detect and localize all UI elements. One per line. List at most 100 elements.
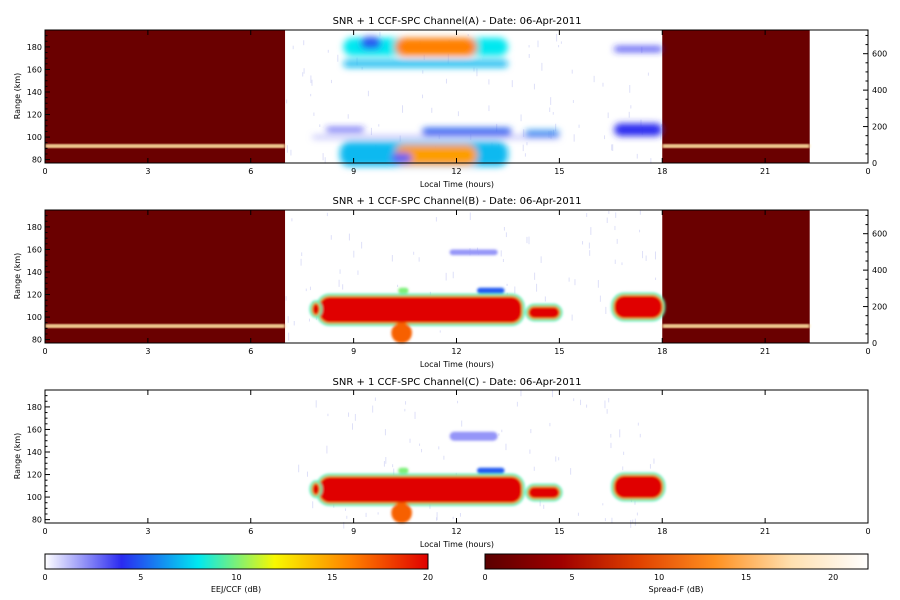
noise-mark: [650, 158, 652, 164]
colorbar-tick-label: 20: [828, 573, 838, 582]
noise-mark: [393, 468, 395, 476]
spread-f-block: [662, 210, 810, 343]
y-tick-label: 80: [32, 516, 42, 525]
noise-mark: [372, 405, 374, 413]
noise-mark: [383, 461, 385, 467]
noise-mark: [473, 67, 475, 72]
colorbar-tick-label: 15: [327, 573, 337, 582]
right-tick-label: 0: [872, 159, 877, 168]
noise-mark: [634, 518, 636, 526]
panel-b-title: SNR + 1 CCF-SPC Channel(B) - Date: 06-Ap…: [333, 196, 582, 207]
noise-mark: [622, 466, 624, 471]
noise-mark: [348, 233, 350, 241]
noise-mark: [505, 443, 507, 451]
noise-mark: [445, 272, 447, 281]
noise-mark: [423, 54, 425, 61]
eej-patch: [394, 37, 478, 56]
noise-mark: [630, 105, 632, 109]
noise-mark: [505, 232, 507, 238]
noise-mark: [313, 112, 315, 116]
noise-mark: [602, 503, 604, 506]
noise-mark: [488, 105, 490, 112]
colorbar-spread-f: 0 5 10 15 20 Spread-F (dB): [482, 553, 869, 594]
noise-mark: [520, 114, 522, 122]
noise-mark: [520, 390, 522, 397]
noise-mark: [377, 512, 379, 515]
noise-mark: [421, 448, 423, 453]
right-tick-label: 0: [872, 339, 877, 348]
noise-mark: [608, 210, 610, 214]
noise-mark: [586, 404, 588, 408]
y-tick-label: 140: [27, 268, 42, 277]
panel-c-xlabel: Local Time (hours): [420, 540, 494, 549]
x-tick-label: 21: [760, 167, 770, 176]
noise-mark: [528, 45, 530, 48]
noise-mark: [647, 72, 649, 76]
noise-mark: [580, 399, 582, 406]
y-tick-label: 180: [27, 43, 42, 52]
y-tick-label: 100: [27, 133, 42, 142]
noise-mark: [639, 229, 641, 233]
noise-mark: [405, 401, 407, 405]
panel-b-x-ticks: 0 3 6 9 12 15 18 21 0: [42, 210, 871, 356]
right-tick-label: 600: [872, 50, 887, 59]
noise-mark: [623, 451, 625, 455]
noise-mark: [599, 295, 601, 302]
noise-mark: [310, 75, 312, 84]
noise-mark: [327, 413, 329, 417]
noise-mark: [353, 250, 355, 258]
noise-mark: [436, 512, 438, 521]
eej-patch: [449, 431, 498, 441]
x-tick-label: 6: [248, 167, 253, 176]
noise-mark: [511, 80, 513, 88]
noise-mark: [573, 134, 575, 142]
x-tick-label: 0: [42, 167, 47, 176]
noise-mark: [615, 212, 617, 218]
y-tick-label: 120: [27, 291, 42, 300]
noise-mark: [524, 153, 526, 157]
noise-mark: [661, 124, 663, 127]
y-tick-label: 80: [32, 156, 42, 165]
noise-mark: [303, 40, 305, 46]
panel-c-plot: [45, 390, 868, 529]
noise-mark: [413, 251, 415, 255]
eej-patches: [309, 249, 666, 343]
noise-mark: [361, 241, 363, 249]
eej-patch: [312, 303, 320, 315]
noise-mark: [550, 97, 552, 105]
noise-mark: [501, 429, 503, 433]
noise-mark: [612, 144, 614, 151]
colorbar-eej-bar: [44, 553, 429, 570]
noise-mark: [522, 144, 524, 152]
noise-mark: [606, 409, 608, 414]
noise-mark: [551, 390, 553, 398]
y-tick-label: 180: [27, 223, 42, 232]
panel-c-title: SNR + 1 CCF-SPC Channel(C) - Date: 06-Ap…: [332, 377, 581, 388]
right-tick-label: 200: [872, 303, 887, 312]
noise-mark: [469, 212, 471, 221]
noise-mark: [419, 443, 421, 446]
eej-patch: [391, 502, 412, 523]
noise-mark: [655, 277, 657, 280]
spread-f-echo: [662, 144, 810, 149]
eej-patch: [422, 128, 512, 135]
noise-mark: [536, 283, 538, 292]
panel-b: SNR + 1 CCF-SPC Channel(B) - Date: 06-Ap…: [13, 196, 887, 369]
panel-c-y-ticks: 80 100 120 140 160 180: [27, 389, 50, 525]
eej-patch: [391, 322, 412, 343]
noise-mark: [348, 412, 350, 417]
colorbar-tick-label: 5: [569, 573, 574, 582]
x-tick-label: 18: [657, 527, 667, 536]
noise-mark: [639, 210, 641, 215]
noise-mark: [301, 252, 303, 256]
noise-mark: [330, 79, 332, 84]
noise-mark: [604, 400, 606, 409]
noise-mark: [306, 471, 308, 477]
eej-patch: [326, 128, 364, 132]
eej-patch: [525, 130, 560, 136]
noise-mark: [422, 70, 424, 74]
noise-mark: [308, 318, 310, 322]
noise-mark: [374, 397, 376, 401]
x-tick-label: 0: [865, 347, 870, 356]
noise-mark: [578, 124, 580, 128]
